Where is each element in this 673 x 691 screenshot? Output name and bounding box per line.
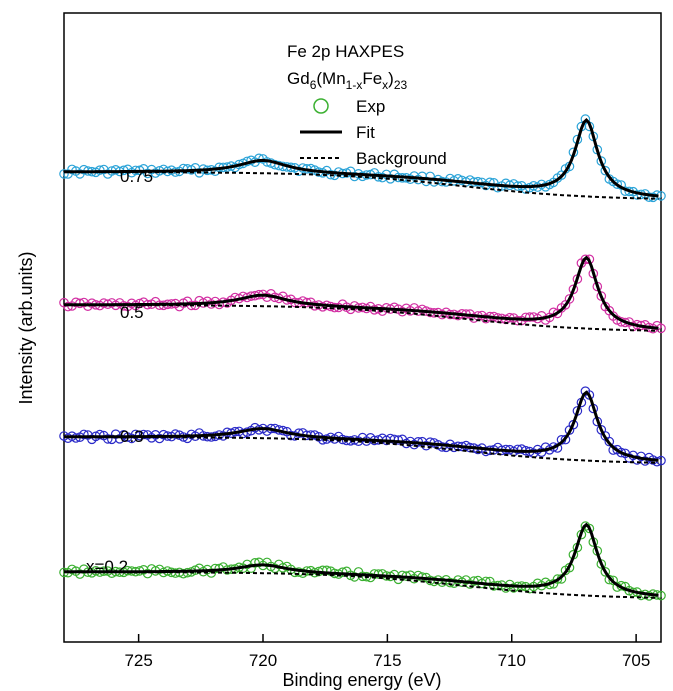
- x-tick-label: 720: [249, 651, 277, 670]
- exp-point: [552, 574, 563, 584]
- y-axis-label: Intensity (arb.units): [16, 251, 36, 404]
- exp-point: [485, 177, 495, 188]
- fit-line: [64, 255, 659, 330]
- series-layer: 0.75 0.5 0.3 x=0.2: [59, 114, 666, 601]
- exp-point: [600, 566, 611, 577]
- legend-background-label: Background: [356, 149, 447, 168]
- exp-point: [103, 434, 113, 444]
- exp-point: [604, 436, 615, 447]
- fit-line: [64, 118, 659, 198]
- exp-point: [596, 291, 607, 301]
- series-4: x=0.2: [59, 521, 666, 601]
- legend-exp-label: Exp: [356, 97, 385, 116]
- exp-point: [584, 523, 595, 534]
- x-tick-label: 710: [498, 651, 526, 670]
- x-axis-label: Binding energy (eV): [282, 670, 441, 690]
- exp-point: [612, 179, 622, 189]
- exp-point: [564, 294, 575, 304]
- exp-point: [580, 114, 591, 124]
- x-tick-label: 715: [373, 651, 401, 670]
- series-label: x=0.2: [86, 557, 128, 576]
- legend-title-line1: Fe 2p HAXPES: [287, 42, 404, 61]
- legend: Fe 2p HAXPES Gd6(Mn1-xFex)23 Exp Fit Bac…: [287, 42, 447, 168]
- exp-point: [254, 153, 264, 164]
- exp-point: [600, 165, 611, 176]
- series-3: 0.3: [59, 386, 666, 467]
- x-axis-ticks: 725 720 715 710 705: [124, 634, 650, 670]
- series-label: 0.5: [120, 303, 144, 322]
- series-label: 0.75: [120, 167, 153, 186]
- series-label: 0.3: [120, 427, 144, 446]
- exp-point: [95, 429, 105, 440]
- exp-point: [560, 434, 571, 445]
- legend-title-line2: Gd6(Mn1-xFex)23: [287, 69, 408, 92]
- x-tick-label: 725: [124, 651, 152, 670]
- x-tick-label: 705: [622, 651, 650, 670]
- exp-point: [481, 576, 491, 587]
- exp-point: [186, 300, 197, 311]
- exp-point: [59, 169, 69, 179]
- exp-point: [138, 429, 149, 440]
- series-2: 0.5: [59, 254, 666, 334]
- legend-exp-marker: [313, 98, 329, 114]
- exp-point: [616, 447, 626, 458]
- legend-fit-label: Fit: [356, 123, 375, 142]
- exp-point: [63, 301, 73, 312]
- fit-line: [64, 522, 659, 597]
- exp-point: [79, 429, 89, 440]
- fit-line: [64, 390, 659, 462]
- series-1: 0.75: [59, 114, 666, 203]
